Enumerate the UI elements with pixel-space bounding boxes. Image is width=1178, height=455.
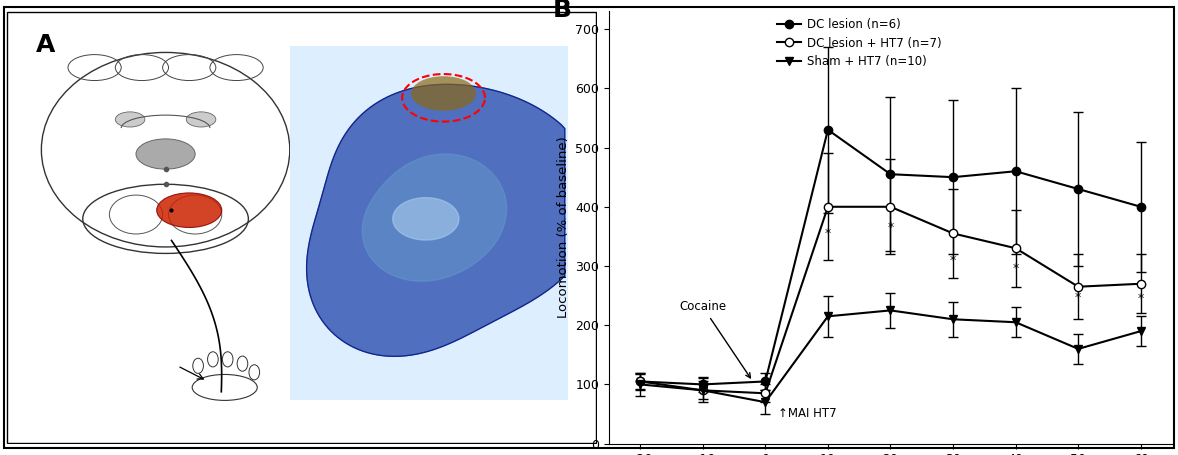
Polygon shape <box>392 197 459 240</box>
Text: *: * <box>1076 291 1081 304</box>
FancyBboxPatch shape <box>290 46 568 400</box>
Text: *: * <box>887 221 894 234</box>
Polygon shape <box>306 84 564 356</box>
Text: *: * <box>825 227 830 240</box>
Ellipse shape <box>411 76 476 111</box>
Text: *: * <box>949 253 957 267</box>
Polygon shape <box>362 154 507 281</box>
Text: B: B <box>552 0 571 22</box>
Legend: DC lesion (n=6), DC lesion + HT7 (n=7), Sham + HT7 (n=10): DC lesion (n=6), DC lesion + HT7 (n=7), … <box>773 13 946 73</box>
Ellipse shape <box>115 112 145 127</box>
Text: ↑MAI HT7: ↑MAI HT7 <box>777 407 836 420</box>
Ellipse shape <box>186 112 216 127</box>
Y-axis label: Locomotion (% of baseline): Locomotion (% of baseline) <box>556 136 570 318</box>
Ellipse shape <box>135 139 196 169</box>
Text: A: A <box>35 33 55 57</box>
Text: *: * <box>1138 292 1144 305</box>
Text: *: * <box>1013 263 1019 275</box>
Ellipse shape <box>157 193 221 228</box>
Text: Cocaine: Cocaine <box>680 300 750 378</box>
